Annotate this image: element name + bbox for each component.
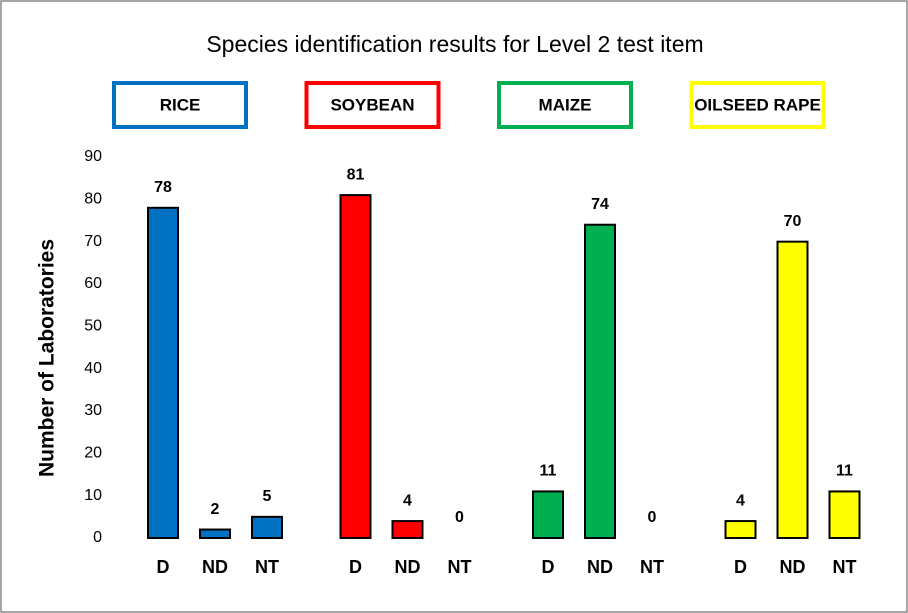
x-tick-label: ND [395, 557, 421, 577]
data-label: 5 [263, 488, 272, 505]
x-tick-label: D [734, 557, 747, 577]
x-tick-label: D [349, 557, 362, 577]
data-label: 78 [154, 179, 172, 196]
y-tick-label: 70 [84, 233, 102, 250]
y-tick-label: 90 [84, 148, 102, 165]
x-tick-label: ND [780, 557, 806, 577]
data-label: 70 [784, 213, 802, 230]
x-tick-label: NT [448, 557, 472, 577]
legend-box [497, 81, 633, 129]
data-label: 0 [455, 509, 464, 526]
bar [147, 206, 179, 540]
legend-box [112, 81, 248, 129]
bar [391, 520, 424, 539]
bar [199, 528, 231, 539]
y-axis-label: Number of Laboratories [36, 239, 59, 477]
bar [584, 223, 616, 539]
y-tick-label: 20 [84, 445, 102, 462]
y-tick-label: 10 [84, 487, 102, 504]
legend-box [304, 81, 441, 129]
data-label: 4 [403, 492, 412, 509]
bar [251, 515, 283, 539]
data-label: 2 [211, 501, 220, 518]
legend-box [689, 81, 826, 129]
data-label: 74 [591, 196, 609, 213]
x-tick-label: D [542, 557, 555, 577]
x-tick-label: NT [640, 557, 664, 577]
bar [532, 490, 564, 539]
data-label: 11 [836, 463, 853, 480]
y-tick-label: 40 [84, 360, 102, 377]
data-label: 11 [540, 463, 557, 480]
x-tick-label: ND [202, 557, 228, 577]
legend-label: OILSEED RAPE [694, 95, 821, 114]
legend-label: RICE [160, 95, 201, 114]
y-tick-label: 50 [84, 318, 102, 335]
bar [339, 194, 372, 539]
x-tick-label: NT [833, 557, 857, 577]
x-tick-label: D [157, 557, 170, 577]
x-tick-label: NT [255, 557, 279, 577]
legend-label: MAIZE [539, 95, 592, 114]
bar [724, 520, 757, 539]
y-tick-label: 60 [84, 275, 102, 292]
bar [776, 240, 809, 540]
y-tick-label: 0 [93, 529, 102, 546]
y-tick-label: 80 [84, 191, 102, 208]
bar [828, 490, 861, 539]
data-label: 0 [648, 509, 657, 526]
chart-title: Species identification results for Level… [206, 31, 703, 57]
y-tick-label: 30 [84, 402, 102, 419]
x-tick-label: ND [587, 557, 613, 577]
legend-label: SOYBEAN [330, 95, 414, 114]
data-label: 81 [347, 166, 365, 183]
data-label: 4 [736, 492, 745, 509]
